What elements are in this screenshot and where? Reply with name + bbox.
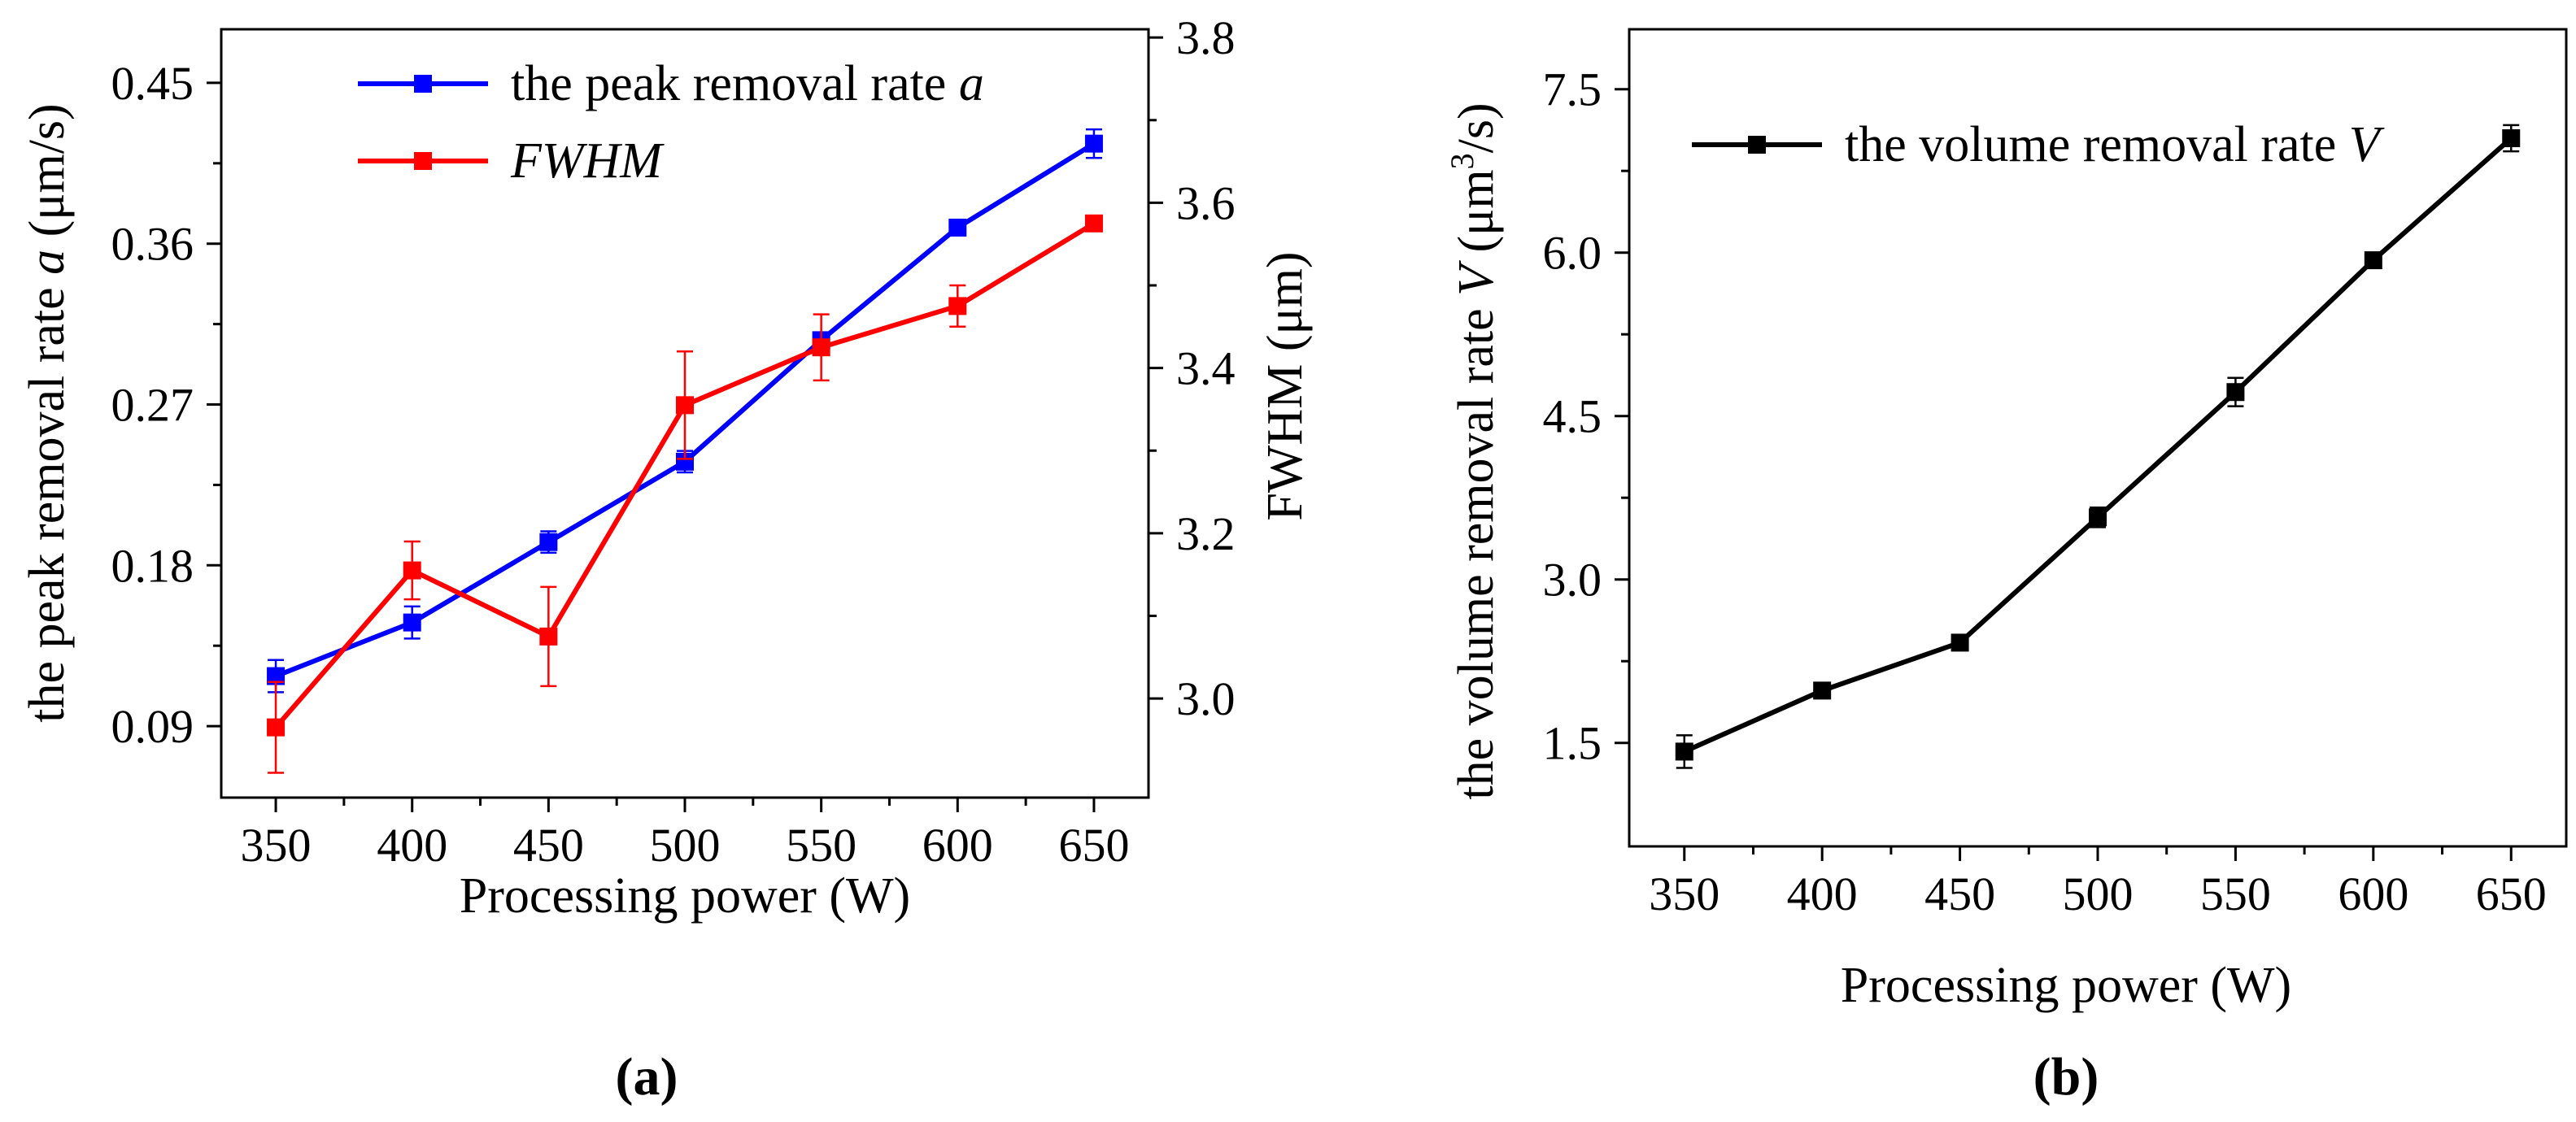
panel-b-ylabel: the volume removal rate V (μm3/s) xyxy=(1444,102,1504,799)
panel-a-series-1-point xyxy=(539,627,558,646)
panel-b-series-0-point xyxy=(2089,508,2107,527)
panel-b-ylabel-mid: (μm xyxy=(1449,169,1504,265)
panel-b-xtick-label: 550 xyxy=(2200,868,2271,920)
panel-a-series-0-point xyxy=(267,667,285,685)
panel-b-xtick-label: 650 xyxy=(2476,868,2547,920)
panel-b-ytick-label: 1.5 xyxy=(1543,717,1602,770)
panel-b-xtick-label: 600 xyxy=(2338,868,2408,920)
panel-a-series-1-point xyxy=(267,718,285,737)
legend-volume-pre: the volume removal rate xyxy=(1845,117,2349,172)
panel-b-ytick-label: 7.5 xyxy=(1543,63,1602,116)
panel-b-series-0-point xyxy=(2502,129,2521,147)
panel-b-xlabel: Processing power (W) xyxy=(1841,958,2291,1013)
panel-a-ytick-label: 0.27 xyxy=(111,379,194,432)
panel-a-xtick-label: 650 xyxy=(1058,819,1129,872)
panel-a-xtick-label: 500 xyxy=(650,819,721,872)
panel-a-y2tick-label: 3.2 xyxy=(1176,507,1236,560)
panel-b-xtick-label: 400 xyxy=(1787,868,1858,920)
panel-a-series-1-point xyxy=(1084,214,1103,233)
panel-b-series-0-point xyxy=(1951,633,1969,652)
panel-b-xtick-label: 450 xyxy=(1924,868,1995,920)
panel-a-axes: 350 400 450 500 550 600 650 0.09 0.18 0.27 0.36 0.4… xyxy=(111,11,1236,872)
panel-b-ytick-label: 4.5 xyxy=(1543,390,1602,443)
panel-a-ylabel-post: (μm/s) xyxy=(20,103,75,250)
panel-b-label-text: (b) xyxy=(2033,1047,2099,1107)
panel-a-y2label: FWHM (μm) xyxy=(1257,251,1313,520)
legend-peak-pre: the peak removal rate xyxy=(511,56,959,111)
panel-b-series-0-point xyxy=(1675,742,1693,761)
panel-a-y2tick-label: 3.0 xyxy=(1176,672,1236,725)
panel-b-ylabel-pre: the volume removal rate xyxy=(1449,296,1504,800)
panel-a-series-1-point xyxy=(948,297,967,315)
panel-a-xtick-label: 450 xyxy=(513,819,584,872)
panel-a-series-0-point xyxy=(1084,134,1103,153)
panel-a-series-0-point xyxy=(539,533,558,551)
panel-a-ytick-label: 0.18 xyxy=(111,539,194,592)
panel-a-chart: 350 400 450 500 550 600 650 0.09 0.18 0.27 0.36 0.4… xyxy=(20,11,1313,1107)
legend-peak-italic: a xyxy=(959,56,984,111)
panel-b-series xyxy=(1675,124,2521,769)
panel-a-y2tick-label: 3.8 xyxy=(1176,11,1236,64)
panel-a-series-0-point xyxy=(948,218,967,237)
panel-a-xtick-label: 550 xyxy=(786,819,856,872)
panel-b-ylabel-post: /s) xyxy=(1449,102,1504,153)
panel-a-ytick-label: 0.36 xyxy=(111,218,194,271)
panel-a-ylabel-italic: a xyxy=(20,250,75,275)
panel-a-series-1-point xyxy=(812,338,830,357)
legend-volume-italic: V xyxy=(2349,117,2385,172)
panel-b-axes: 350 400 450 500 550 600 650 1.5 3.0 4.5 6.0 7.5 xyxy=(1543,63,2547,920)
panel-a-ylabel-pre: the peak removal rate xyxy=(20,275,75,723)
panel-a-y2tick-label: 3.4 xyxy=(1176,342,1236,395)
panel-a-series-0-point xyxy=(403,613,421,632)
legend-label-peak-removal-rate: the peak removal rate a xyxy=(511,56,984,111)
panel-a-ylabel: the peak removal rate a (μm/s) xyxy=(20,103,75,722)
panel-a-series-1-point xyxy=(403,561,421,580)
panel-b-ylabel-italic: V xyxy=(1449,260,1504,296)
panel-b-series-0-point xyxy=(1813,681,1832,700)
legend-label-fwhm: FWHM xyxy=(510,133,665,189)
panel-b-legend: the volume removal rate V xyxy=(1692,117,2385,172)
panel-a-y2tick-label: 3.6 xyxy=(1176,176,1236,229)
panel-b-ylabel-sup: 3 xyxy=(1444,153,1480,169)
panel-b-xtick-label: 350 xyxy=(1649,868,1720,920)
panel-b-series-0-point xyxy=(2364,251,2382,270)
panel-a-series-1-line xyxy=(273,221,1096,729)
panel-a-xlabel: Processing power (W) xyxy=(460,868,910,924)
panel-a-xtick-label: 350 xyxy=(241,819,312,872)
panel-a-legend: the peak removal rate a FWHM xyxy=(358,56,984,189)
panel-a-label-text: (a) xyxy=(616,1047,678,1107)
legend-marker-volume-removal-rate xyxy=(1748,136,1766,154)
panel-a-series-1-point xyxy=(676,396,694,415)
legend-marker-fwhm xyxy=(414,152,432,170)
panel-b-series-0-line xyxy=(1683,136,2513,755)
panel-b-label: (b) xyxy=(2033,1047,2099,1107)
panel-b-xtick-label: 500 xyxy=(2063,868,2134,920)
panel-a-label: (a) xyxy=(616,1047,678,1107)
panel-b-chart: 350 400 450 500 550 600 650 1.5 3.0 4.5 6.0 7.5 Pro… xyxy=(1444,28,2568,1107)
panel-a-series-0-point xyxy=(676,452,694,471)
panel-a-xtick-label: 600 xyxy=(922,819,993,872)
panel-b-ytick-label: 3.0 xyxy=(1543,554,1602,607)
panel-b-ytick-label: 6.0 xyxy=(1543,227,1602,280)
panel-b-series-0-point xyxy=(2226,383,2245,402)
panel-a-xtick-label: 400 xyxy=(377,819,447,872)
legend-label-volume-removal-rate: the volume removal rate V xyxy=(1845,117,2385,172)
panel-a-ytick-label: 0.09 xyxy=(111,700,194,753)
panel-a-ytick-label: 0.45 xyxy=(111,57,194,110)
panel-a-series xyxy=(267,128,1103,774)
legend-marker-peak-removal-rate xyxy=(414,75,432,93)
